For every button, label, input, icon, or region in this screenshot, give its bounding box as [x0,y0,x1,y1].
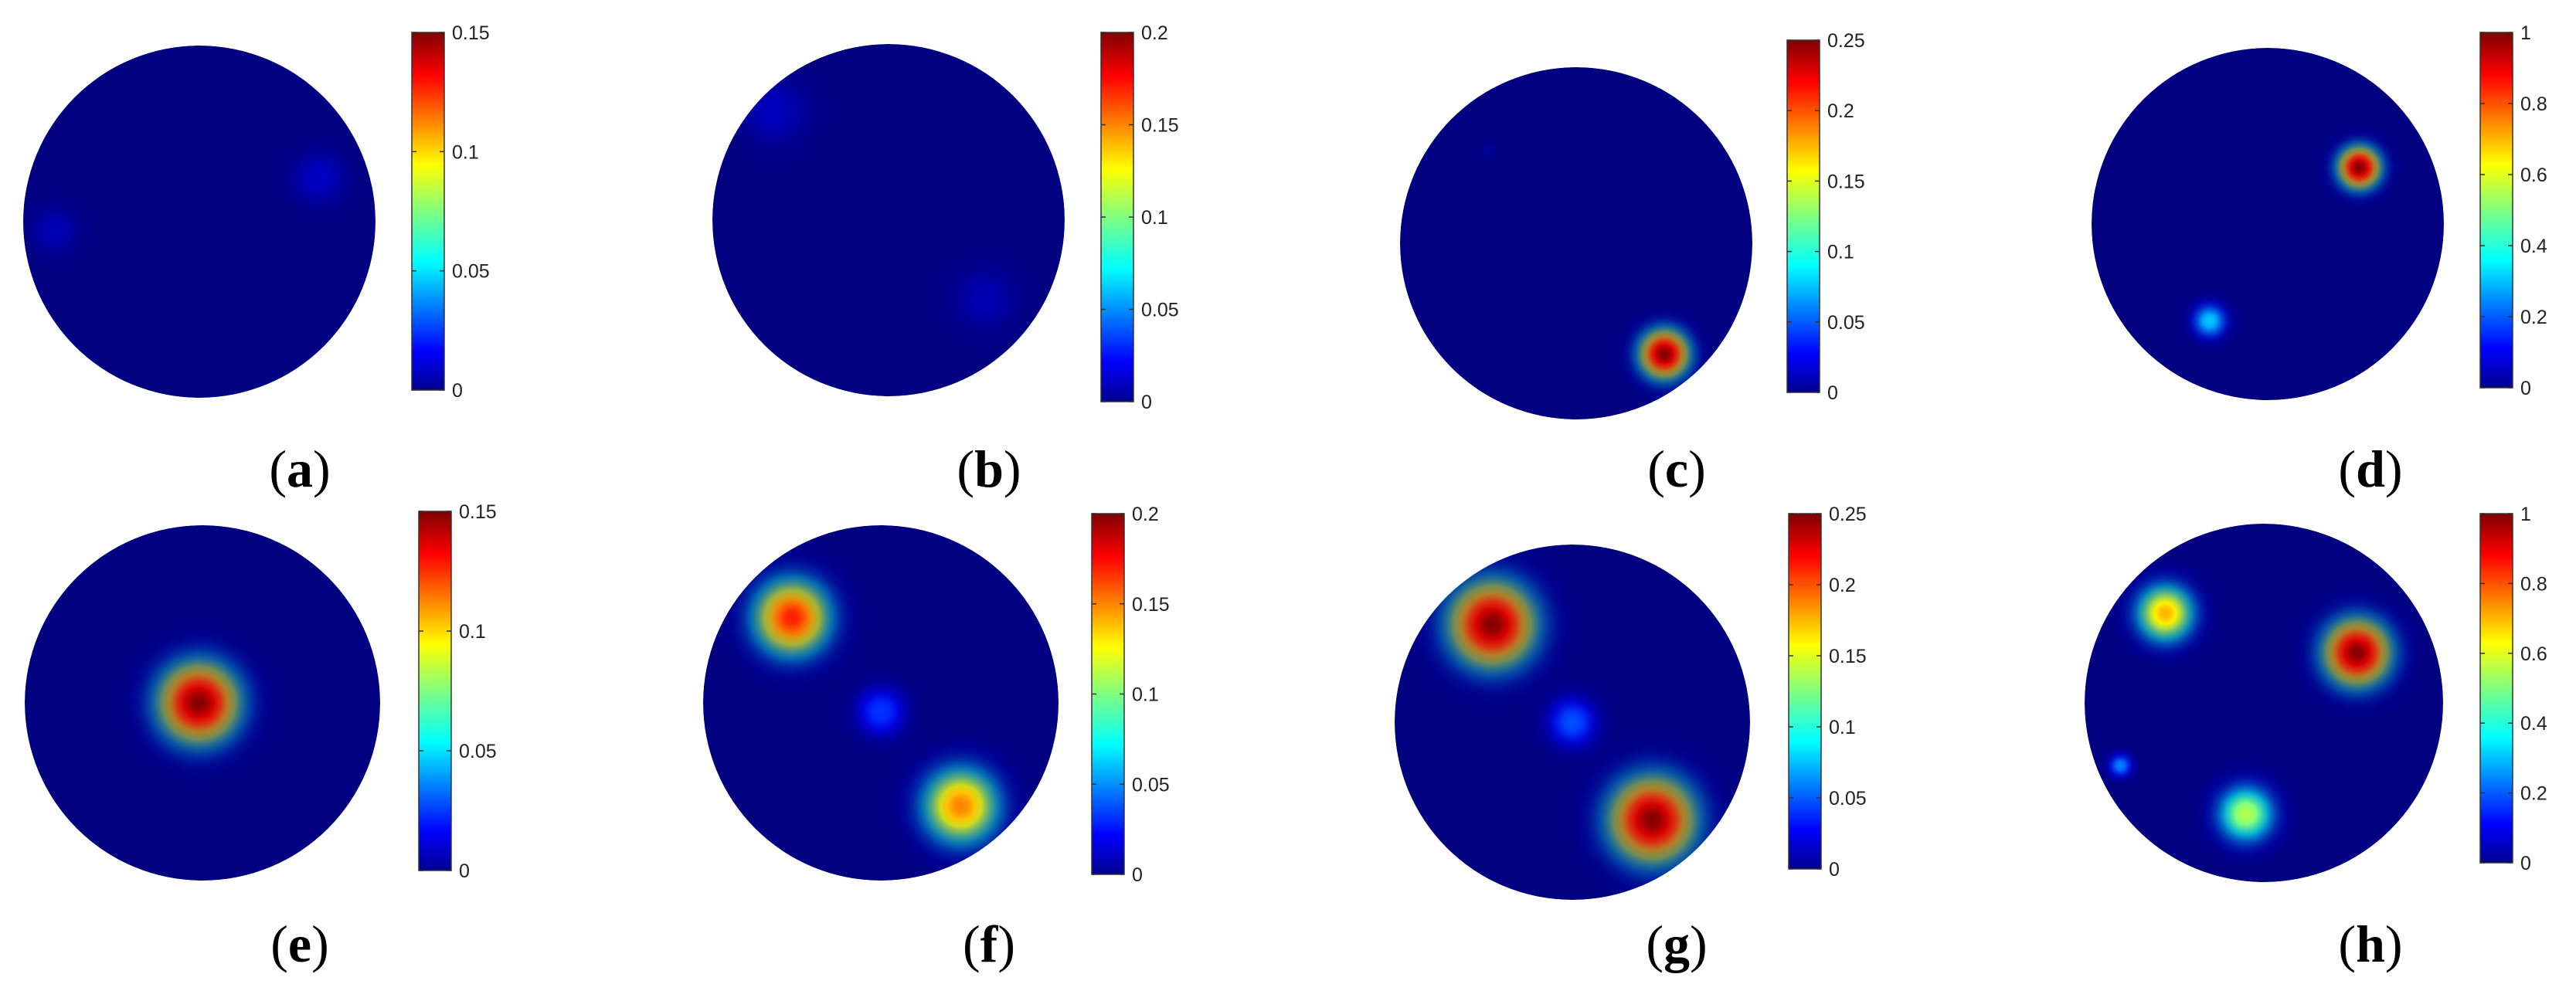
colorbar-tick-label: 0.2 [2520,783,2547,805]
heatmap-blob [23,174,111,287]
colorbar-tick-label: 0 [2520,853,2531,874]
panel-g: 0 0.05 0.1 0.15 0.2 0.25 (g) [1395,504,1867,973]
panel-h: 0 0.2 0.4 0.6 0.8 1 (h) [2085,504,2547,973]
colorbar-tick-label: 0.2 [1141,22,1168,44]
colorbar-tick-label: 0 [452,380,463,402]
panel-c: 0 0.05 0.1 0.15 0.2 0.25 (c) [1400,30,1865,498]
panel-label: (c) [1647,440,1706,498]
colorbar-tick-label: 0.15 [1141,115,1179,137]
colorbar: 0 0.05 0.1 0.15 [411,22,490,402]
heatmap-blob [1610,300,1718,408]
heatmap-blob [255,114,376,242]
colorbar-tick-label: 0.05 [1132,774,1170,796]
colorbar-tick-label: 0.25 [1827,30,1865,52]
colorbar-tick-label: 0 [1132,864,1143,886]
heatmap-blob [2094,739,2146,792]
colorbar-tick-label: 0 [1827,382,1838,404]
colorbar-gradient [2479,32,2513,389]
heatmap-disc [23,46,376,398]
panel-b: 0 0.05 0.1 0.15 0.2 (b) [712,22,1179,498]
colorbar-tick-label: 0.15 [1132,594,1170,616]
colorbar-tick-label: 0.2 [2520,307,2547,328]
colorbar-gradient [2479,513,2513,864]
colorbar-tick-label: 0.05 [1827,312,1865,334]
colorbar-tick-label: 0.4 [2520,713,2547,735]
heatmap-disc [2092,48,2444,400]
colorbar-tick-label: 0.1 [1132,684,1159,706]
heatmap-disc [1400,67,1752,419]
colorbar-tick-label: 0.4 [2520,236,2547,257]
colorbar-tick-label: 1 [2520,22,2531,44]
colorbar: 0 0.2 0.4 0.6 0.8 1 [2479,22,2547,399]
panel-f: 0 0.05 0.1 0.15 0.2 (f) [703,504,1170,973]
colorbar-gradient [1100,32,1134,402]
colorbar-gradient [1091,513,1125,875]
colorbar-tick-label: 0.15 [1829,646,1867,667]
colorbar-tick-label: 0.15 [452,22,490,44]
colorbar-tick-label: 0 [459,860,470,882]
colorbar-tick-label: 0.6 [2520,643,2547,665]
colorbar-tick-label: 0.8 [2520,93,2547,115]
heatmap-disc [703,525,1059,881]
panel-d: 0 0.2 0.4 0.6 0.8 1 (d) [2092,22,2547,498]
heatmap-blob [1515,665,1630,779]
heatmap-blob [909,222,1062,376]
colorbar-tick-label: 0.05 [459,741,497,762]
colorbar-tick-label: 0.05 [1141,300,1179,321]
heatmap-blob [2284,579,2430,726]
heatmap-blob [1470,132,1507,168]
panel-label: (b) [957,440,1021,498]
heatmap-blob [712,44,856,193]
panel-label: (d) [2338,440,2402,498]
colorbar-tick-label: 0.05 [1829,788,1867,809]
panel-label: (e) [270,915,329,973]
colorbar-tick-label: 0.6 [2520,165,2547,186]
colorbar: 0 0.05 0.1 0.15 0.2 0.25 [1786,30,1865,404]
heatmap-blob [2183,752,2309,877]
colorbar-tick-label: 0 [2520,378,2531,399]
colorbar: 0 0.2 0.4 0.6 0.8 1 [2479,504,2547,874]
colorbar: 0 0.05 0.1 0.15 [418,501,497,882]
colorbar-tick-label: 1 [2520,504,2531,525]
heatmap-blob [824,655,938,769]
colorbar-tick-label: 0.8 [2520,573,2547,595]
colorbar-tick-label: 0.2 [1132,504,1159,525]
colorbar-tick-label: 0 [1141,392,1152,413]
colorbar-tick-label: 0.1 [452,141,479,163]
colorbar-tick-label: 0.2 [1827,100,1854,122]
heatmap-disc [712,44,1065,396]
heatmap-blob [2102,551,2228,676]
panel-label: (h) [2338,915,2402,973]
colorbar-tick-label: 0.1 [1827,242,1854,263]
heatmap-disc [1395,545,1750,900]
colorbar: 0 0.05 0.1 0.15 0.2 [1100,22,1179,413]
heatmap-blob [2313,121,2406,214]
colorbar-gradient [411,32,445,391]
heatmap-background [2092,48,2444,400]
colorbar: 0 0.05 0.1 0.15 0.2 [1091,504,1170,886]
heatmap-disc [2085,524,2443,882]
heatmap-disc [25,525,380,881]
panel-label: (a) [269,440,330,498]
colorbar-tick-label: 0.25 [1829,504,1867,525]
panel-label: (f) [963,915,1015,973]
colorbar-tick-label: 0.1 [459,621,486,643]
colorbar-tick-label: 0.05 [452,261,490,283]
colorbar: 0 0.05 0.1 0.15 0.2 0.25 [1788,504,1867,881]
colorbar-gradient [1788,513,1822,870]
colorbar-tick-label: 0 [1829,859,1840,881]
panel-e: 0 0.05 0.1 0.15 (e) [25,501,497,973]
colorbar-tick-label: 0.2 [1829,575,1856,596]
colorbar-tick-label: 0.15 [1827,171,1865,192]
heatmap-blob [111,615,287,791]
colorbar-tick-label: 0.1 [1141,207,1168,229]
colorbar-gradient [418,511,452,871]
colorbar-gradient [1786,39,1820,393]
heatmap-blob [2171,282,2248,359]
colorbar-tick-label: 0.1 [1829,717,1856,738]
panel-a: 0 0.05 0.1 0.15 (a) [23,22,490,498]
colorbar-tick-label: 0.15 [459,501,497,523]
panel-label: (g) [1646,915,1707,973]
